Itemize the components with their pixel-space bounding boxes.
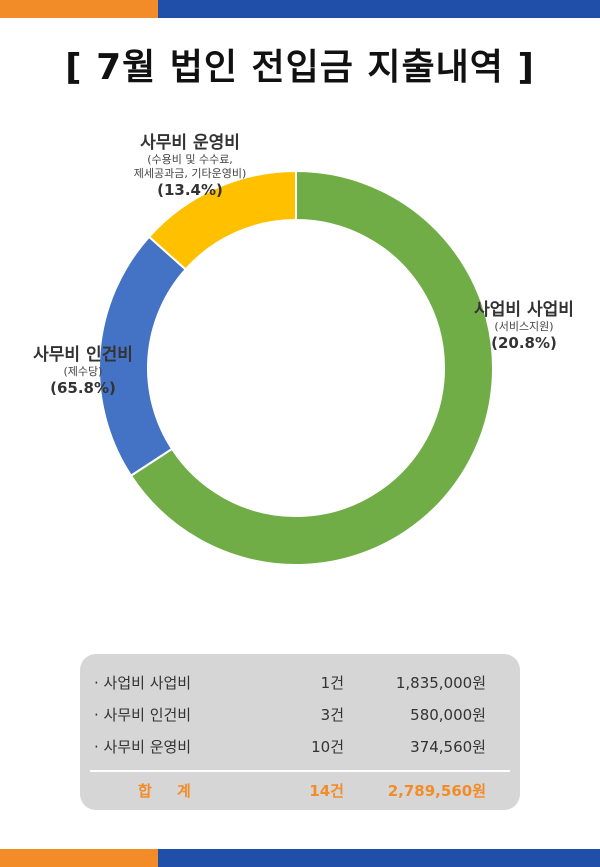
label-business-name: 사업비 사업비 [474, 300, 574, 320]
summary-row-name: · 사무비 인건비 [94, 706, 192, 724]
summary-total-row: 합 계 14건 2,789,560원 [80, 780, 520, 804]
label-personnel-percent: (65.8%) [50, 379, 116, 397]
label-personnel: 사무비 인건비 (제수당) (65.8%) [8, 340, 158, 397]
summary-row: · 사업비 사업비 1건 1,835,000원 [80, 672, 520, 696]
bottom-bar-orange-segment [0, 849, 158, 867]
slice-business [129, 169, 494, 566]
summary-total-count: 14건 [309, 782, 344, 800]
label-operating-percent: (13.4%) [157, 181, 223, 199]
summary-row: · 사무비 인건비 3건 580,000원 [80, 704, 520, 728]
label-personnel-detail: (제수당) [63, 365, 103, 378]
label-operating: 사무비 운영비 (수용비 및 수수료, 제세공과금, 기타운영비) (13.4%… [100, 128, 280, 199]
label-business-percent: (20.8%) [491, 334, 557, 352]
summary-row-count: 3건 [320, 706, 344, 724]
summary-row-amount: 374,560원 [410, 738, 486, 756]
summary-total-amount: 2,789,560원 [387, 782, 486, 800]
summary-row-name: · 사무비 운영비 [94, 738, 192, 756]
bottom-color-bar [0, 849, 600, 867]
top-bar-orange-segment [0, 0, 158, 18]
top-color-bar [0, 0, 600, 18]
page-title: [ 7월 법인 전입금 지출내역 ] [65, 47, 535, 88]
summary-row-amount: 580,000원 [410, 706, 486, 724]
summary-row-name: · 사업비 사업비 [94, 674, 192, 692]
summary-divider [90, 770, 510, 772]
summary-row: · 사무비 운영비 10건 374,560원 [80, 736, 520, 760]
label-operating-name: 사무비 운영비 [140, 133, 240, 153]
top-bar-blue-segment [158, 0, 600, 18]
summary-row-count: 1건 [320, 674, 344, 692]
label-personnel-name: 사무비 인건비 [33, 345, 133, 365]
label-operating-detail-1: (수용비 및 수수료, [147, 153, 233, 166]
slice-operating [147, 169, 297, 271]
label-business: 사업비 사업비 (서비스지원) (20.8%) [454, 295, 594, 352]
summary-total-label: 합 계 [138, 782, 201, 800]
label-business-detail: (서비스지원) [494, 320, 554, 333]
bottom-bar-blue-segment [158, 849, 600, 867]
summary-table: · 사업비 사업비 1건 1,835,000원 · 사무비 인건비 3건 580… [80, 654, 520, 810]
label-operating-detail-2: 제세공과금, 기타운영비) [133, 167, 247, 180]
summary-row-amount: 1,835,000원 [395, 674, 486, 692]
summary-row-count: 10건 [311, 738, 344, 756]
